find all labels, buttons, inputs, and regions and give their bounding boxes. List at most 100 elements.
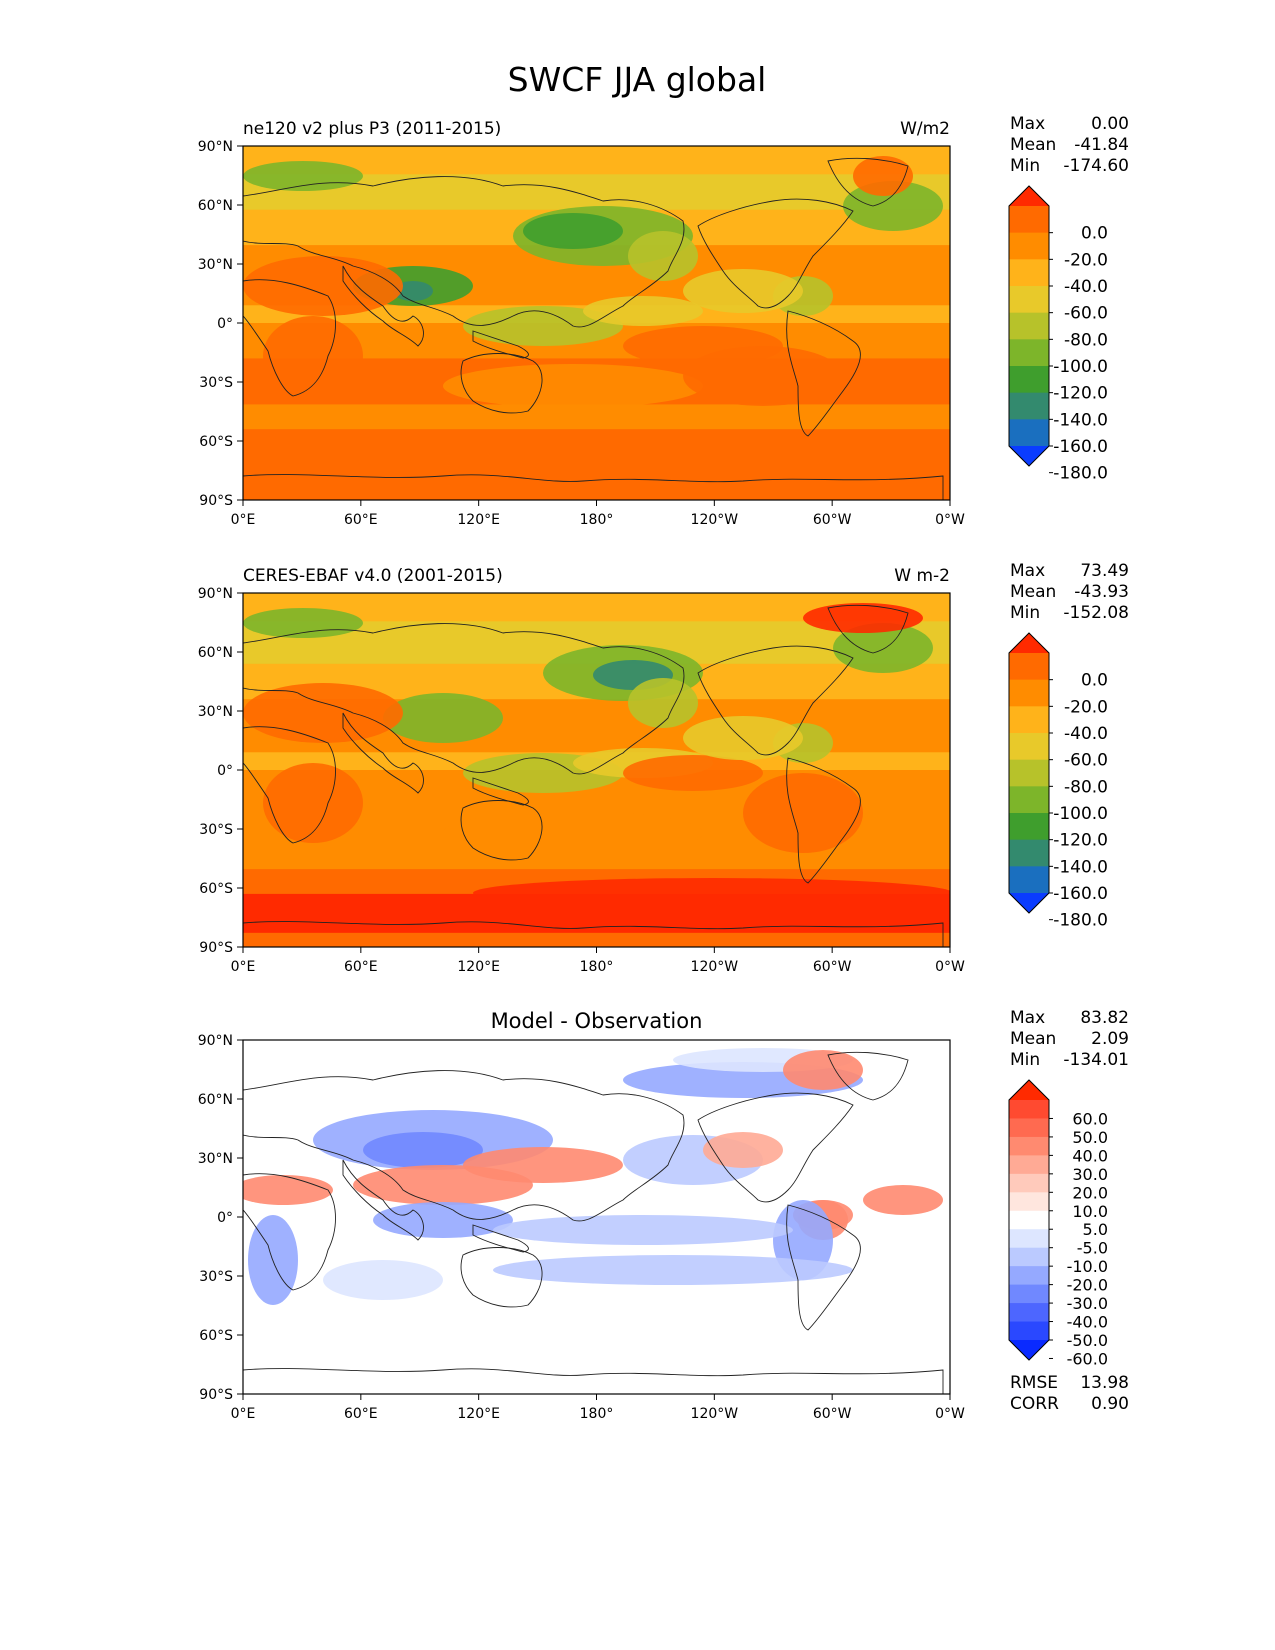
- colorbar-tick-label: -40.0: [1064, 724, 1108, 744]
- field-region: [853, 156, 913, 196]
- lat-tick-label: 30°N: [198, 257, 233, 273]
- colorbar-tick-label: 50.0: [1072, 1128, 1108, 1147]
- colorbar-extend-top: [1009, 1080, 1049, 1100]
- colorbar-segment: [1009, 286, 1049, 314]
- colorbar-segment: [1009, 866, 1049, 894]
- colorbar-segment: [1009, 1100, 1049, 1119]
- colorbar-segment: [1009, 839, 1049, 867]
- colorbar-tick-label: 40.0: [1072, 1146, 1108, 1165]
- field-band: [243, 932, 950, 947]
- colorbar-tick-label: -100.0: [1053, 357, 1108, 377]
- colorbar-tick-label: -20.0: [1067, 1276, 1108, 1295]
- field-region: [523, 213, 623, 249]
- field-region: [443, 364, 703, 408]
- colorbar-segment: [1009, 312, 1049, 340]
- colorbar: 0.0 -20.0 -40.0 -60.0 -80.0 -100.0 -120.0 -140.…: [1008, 632, 1108, 931]
- colorbar-segment: [1009, 786, 1049, 814]
- lon-tick-label: 60°W: [813, 959, 852, 975]
- field-region: [703, 1132, 783, 1168]
- colorbar-segment: [1009, 1303, 1049, 1323]
- colorbar-segment: [1009, 733, 1049, 761]
- panel-units: W/m2: [900, 119, 950, 139]
- colorbar-tick-label: -180.0: [1053, 911, 1108, 931]
- field-region: [833, 623, 933, 673]
- colorbar-segment: [1009, 1118, 1049, 1138]
- colorbar-segment: [1009, 1266, 1049, 1286]
- field-region: [628, 231, 698, 281]
- field-region: [443, 811, 703, 855]
- lon-tick-label: 60°W: [813, 512, 852, 528]
- colorbar-tick-label: -120.0: [1053, 384, 1108, 404]
- field-region: [803, 603, 923, 633]
- colorbar-extend-bottom: [1009, 893, 1049, 913]
- colorbar-segment: [1009, 1321, 1049, 1341]
- stat-label: Max: [1010, 114, 1045, 134]
- colorbar-segment: [1009, 232, 1049, 260]
- metric-value: 13.98: [1080, 1373, 1129, 1393]
- field-region: [843, 181, 943, 231]
- map-field: [243, 1040, 950, 1394]
- field-region: [363, 1132, 483, 1168]
- lon-tick-label: 120°W: [691, 1406, 739, 1422]
- field-band: [243, 429, 950, 500]
- field-region: [783, 1050, 863, 1090]
- panel-left-title: CERES-EBAF v4.0 (2001-2015): [243, 566, 503, 586]
- lon-tick-label: 0°W: [935, 1406, 965, 1422]
- field-region: [683, 716, 803, 760]
- field-region: [243, 683, 403, 743]
- stat-value: 73.49: [1080, 561, 1129, 581]
- colorbar-tick-label: 5.0: [1083, 1220, 1108, 1239]
- lat-tick-label: 90°N: [198, 586, 233, 602]
- stat-value: 83.82: [1080, 1008, 1129, 1028]
- colorbar-tick-label: 0.0: [1081, 224, 1108, 244]
- lat-tick-label: 0°: [217, 1210, 233, 1226]
- metric-value: 0.90: [1091, 1394, 1129, 1414]
- panel-center-title: Model - Observation: [491, 1009, 703, 1033]
- stat-label: Min: [1010, 603, 1040, 623]
- field-region: [463, 306, 623, 346]
- colorbar-tick-label: -80.0: [1064, 330, 1108, 350]
- field-region: [863, 1185, 943, 1215]
- lat-tick-label: 60°S: [199, 1328, 233, 1344]
- map-field: [243, 146, 950, 500]
- field-region: [623, 755, 763, 791]
- lat-tick-label: 90°N: [198, 139, 233, 155]
- field-band: [243, 174, 950, 211]
- colorbar-tick-label: -120.0: [1053, 831, 1108, 851]
- field-region: [628, 678, 698, 728]
- colorbar-segment: [1009, 1229, 1049, 1249]
- stat-value: -174.60: [1063, 156, 1129, 176]
- lat-tick-label: 30°N: [198, 704, 233, 720]
- colorbar-tick-label: -40.0: [1064, 277, 1108, 297]
- colorbar-segment: [1009, 1284, 1049, 1304]
- stat-label: Min: [1010, 1050, 1040, 1070]
- colorbar-segment: [1009, 653, 1049, 681]
- panel-units: W m-2: [894, 566, 950, 586]
- metric-label: CORR: [1010, 1394, 1059, 1414]
- colorbar-segment: [1009, 1247, 1049, 1267]
- lon-tick-label: 180°: [580, 512, 614, 528]
- colorbar-tick-label: -30.0: [1067, 1294, 1108, 1313]
- colorbar-tick-label: 0.0: [1081, 671, 1108, 691]
- lat-tick-label: 90°S: [199, 940, 233, 956]
- colorbar-extend-top: [1009, 633, 1049, 653]
- colorbar-segment: [1009, 366, 1049, 394]
- stat-value: -134.01: [1063, 1050, 1129, 1070]
- colorbar-extend-top: [1009, 186, 1049, 206]
- colorbar-segment: [1009, 813, 1049, 841]
- colorbar-segment: [1009, 206, 1049, 234]
- colorbar-segment: [1009, 339, 1049, 367]
- lat-tick-label: 30°S: [199, 1269, 233, 1285]
- colorbar-tick-label: -140.0: [1053, 857, 1108, 877]
- lon-tick-label: 120°W: [691, 512, 739, 528]
- field-region: [243, 161, 363, 191]
- field-region: [323, 1260, 443, 1300]
- colorbar-tick-label: -20.0: [1064, 250, 1108, 270]
- lon-tick-label: 120°W: [691, 959, 739, 975]
- stat-value: 2.09: [1091, 1029, 1129, 1049]
- field-region: [263, 316, 363, 396]
- figure-title: SWCF JJA global: [508, 60, 767, 99]
- lat-tick-label: 30°S: [199, 822, 233, 838]
- stat-label: Max: [1010, 1008, 1045, 1028]
